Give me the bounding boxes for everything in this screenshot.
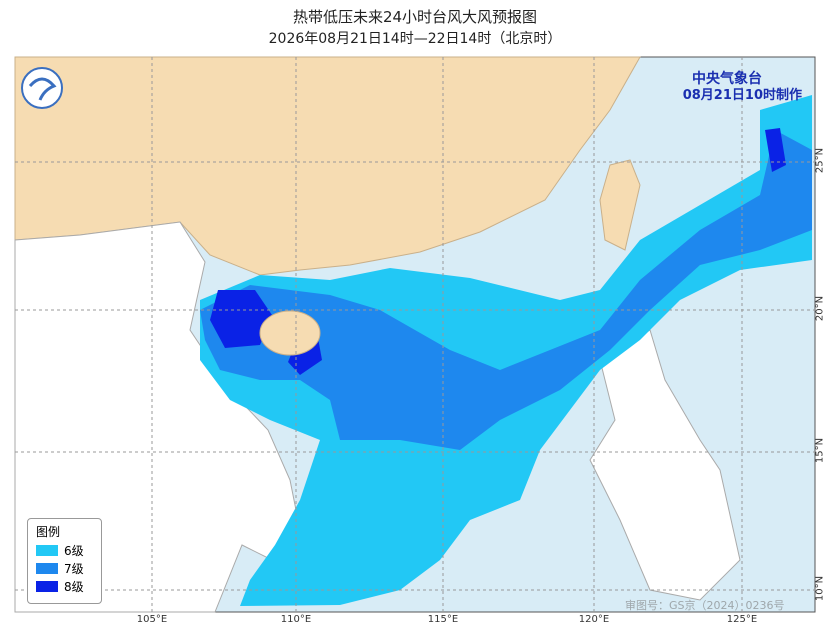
lon-label: 125°E (726, 614, 758, 625)
title: 热带低压未来24小时台风大风预报图 (292, 8, 538, 26)
lat-label: 25°N (814, 147, 826, 174)
legend-label: 8级 (64, 579, 84, 594)
hainan (259, 310, 321, 356)
watermark: 审图号：GS京（2024）0236号 (625, 599, 785, 612)
legend-label: 7级 (64, 561, 84, 576)
graticule (15, 57, 815, 612)
legend-label: 6级 (64, 543, 84, 558)
lon-label: 110°E (280, 614, 312, 625)
china-land (14, 56, 641, 276)
wind-8 (765, 128, 786, 172)
legend-item: 7级 (36, 560, 101, 576)
subtitle: 2026年08月21日14时—22日14时（北京时） (268, 31, 562, 47)
legend-item: 8级 (36, 578, 101, 594)
legend: 图例 6级 7级 8级 (27, 518, 102, 604)
legend-swatch (36, 544, 58, 556)
wind-8 (210, 290, 272, 348)
legend-swatch (36, 562, 58, 574)
lon-label: 115°E (427, 614, 459, 625)
lat-label: 20°N (814, 295, 826, 322)
wind-6 (200, 95, 812, 606)
lon-label: 120°E (578, 614, 610, 625)
legend-title: 图例 (36, 525, 61, 539)
taiwan (599, 159, 641, 251)
agency: 中央气象台 (692, 71, 762, 87)
logo (21, 67, 63, 109)
legend-swatch (36, 580, 58, 592)
indochina-land (14, 221, 301, 613)
wind-7 (200, 130, 812, 450)
lat-label: 15°N (814, 437, 826, 464)
lat-label: 10°N (814, 575, 826, 602)
legend-item: 6级 (36, 542, 101, 558)
lon-label: 105°E (136, 614, 168, 625)
issued-time: 08月21日10时制作 (682, 88, 802, 103)
logo-swirl (28, 77, 57, 101)
